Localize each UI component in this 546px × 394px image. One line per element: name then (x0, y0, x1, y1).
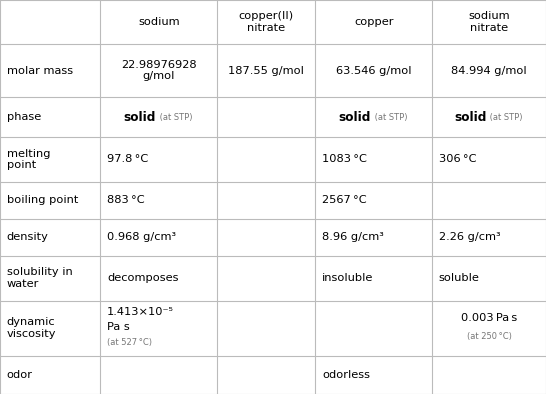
Text: (at STP): (at STP) (488, 113, 523, 122)
Text: soluble: soluble (438, 273, 479, 283)
Text: copper: copper (354, 17, 394, 27)
Text: phase: phase (7, 112, 41, 122)
Text: 63.546 g/mol: 63.546 g/mol (336, 66, 412, 76)
Text: 0.003 Pa s: 0.003 Pa s (461, 313, 517, 323)
Text: (at 250 °C): (at 250 °C) (467, 332, 512, 341)
Text: solid: solid (454, 111, 486, 124)
Text: 1.413×10⁻⁵: 1.413×10⁻⁵ (107, 307, 174, 317)
Text: density: density (7, 232, 49, 242)
Text: odorless: odorless (322, 370, 370, 380)
Text: 306 °C: 306 °C (438, 154, 476, 164)
Text: solid: solid (124, 111, 156, 124)
Text: sodium: sodium (138, 17, 180, 27)
Text: 1083 °C: 1083 °C (322, 154, 367, 164)
Text: (at STP): (at STP) (157, 113, 193, 122)
Text: sodium
nitrate: sodium nitrate (468, 11, 510, 33)
Text: solid: solid (339, 111, 371, 124)
Text: 883 °C: 883 °C (107, 195, 145, 205)
Text: (at STP): (at STP) (372, 113, 408, 122)
Text: 8.96 g/cm³: 8.96 g/cm³ (322, 232, 384, 242)
Text: 2567 °C: 2567 °C (322, 195, 366, 205)
Text: 97.8 °C: 97.8 °C (107, 154, 149, 164)
Text: molar mass: molar mass (7, 66, 73, 76)
Text: copper(II)
nitrate: copper(II) nitrate (239, 11, 294, 33)
Text: 22.98976928
g/mol: 22.98976928 g/mol (121, 60, 197, 82)
Text: Pa s: Pa s (107, 322, 130, 332)
Text: 2.26 g/cm³: 2.26 g/cm³ (438, 232, 500, 242)
Text: decomposes: decomposes (107, 273, 179, 283)
Text: insoluble: insoluble (322, 273, 373, 283)
Text: melting
point: melting point (7, 149, 50, 170)
Text: (at 527 °C): (at 527 °C) (107, 338, 152, 347)
Text: 0.968 g/cm³: 0.968 g/cm³ (107, 232, 176, 242)
Text: boiling point: boiling point (7, 195, 78, 205)
Text: 84.994 g/mol: 84.994 g/mol (451, 66, 527, 76)
Text: 187.55 g/mol: 187.55 g/mol (228, 66, 304, 76)
Text: odor: odor (7, 370, 33, 380)
Text: solubility in
water: solubility in water (7, 268, 72, 289)
Text: dynamic
viscosity: dynamic viscosity (7, 318, 56, 339)
